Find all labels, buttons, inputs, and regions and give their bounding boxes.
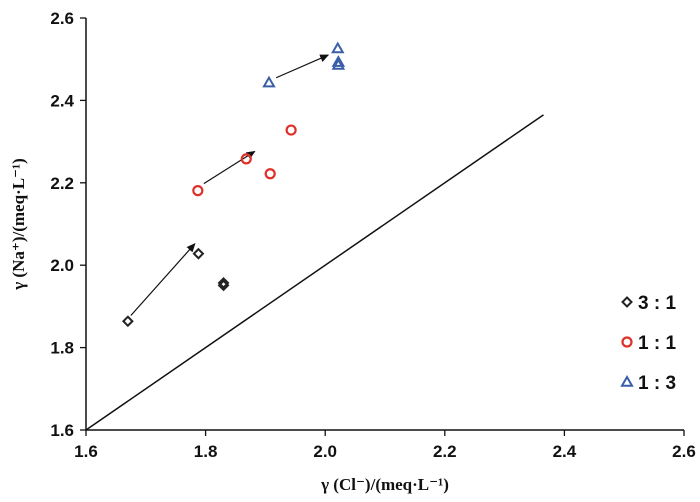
x-tick-label: 2.6 (672, 442, 696, 461)
x-tick-label: 2.2 (433, 442, 457, 461)
tick-labels-group: 1.6 1.8 2.0 2.2 2.4 2.6 1.6 1.8 2.0 2.2 2.4 2.6 (50, 9, 695, 461)
axes (80, 17, 685, 436)
data-point-series-1 (217, 277, 230, 289)
legend-marker-1 (621, 296, 633, 308)
data-point-series-3 (331, 41, 345, 54)
reference-line-group (85, 114, 544, 431)
x-tick-label: 1.6 (74, 442, 98, 461)
trend-arrow (203, 150, 256, 185)
legend-marker-2 (621, 336, 633, 348)
legend-label-3: 1 : 3 (638, 373, 676, 394)
data-point-series-1 (192, 247, 205, 260)
data-point-series-2 (240, 153, 252, 165)
y-tick-label: 2.2 (50, 174, 74, 193)
legend-marker-3 (620, 374, 634, 387)
trend-arrow (130, 243, 196, 316)
x-tick-label: 2.0 (313, 442, 337, 461)
y-axis-title: γ (Na⁺)/(meq·L⁻¹) (9, 158, 28, 291)
y-tick-label: 2.4 (50, 91, 74, 110)
legend-label-1: 3 : 1 (638, 293, 676, 314)
data-point-series-2 (264, 168, 276, 180)
data-point-series-3 (262, 75, 276, 88)
legend: 3 : 1 1 : 1 1 : 3 (620, 293, 676, 394)
arrows-group (130, 54, 330, 316)
data-point-series-1 (217, 279, 230, 292)
x-axis-title: γ (Cl⁻)/(meq·L⁻¹) (320, 475, 449, 494)
data-point-series-3 (331, 57, 346, 70)
data-point-series-3 (331, 55, 346, 67)
y-tick-label: 2.0 (50, 256, 74, 275)
x-tick-label: 2.4 (553, 442, 577, 461)
y-tick-label: 1.8 (50, 339, 74, 358)
x-tick-label: 1.8 (194, 442, 218, 461)
reference-line (85, 114, 544, 431)
y-tick-label: 1.6 (50, 421, 74, 440)
trend-arrow (275, 54, 330, 79)
data-point-series-1 (121, 315, 134, 328)
data-points-group (121, 41, 346, 328)
y-tick-label: 2.6 (50, 9, 74, 28)
data-point-series-2 (192, 185, 204, 197)
data-point-series-2 (285, 124, 297, 136)
legend-label-2: 1 : 1 (638, 333, 676, 354)
